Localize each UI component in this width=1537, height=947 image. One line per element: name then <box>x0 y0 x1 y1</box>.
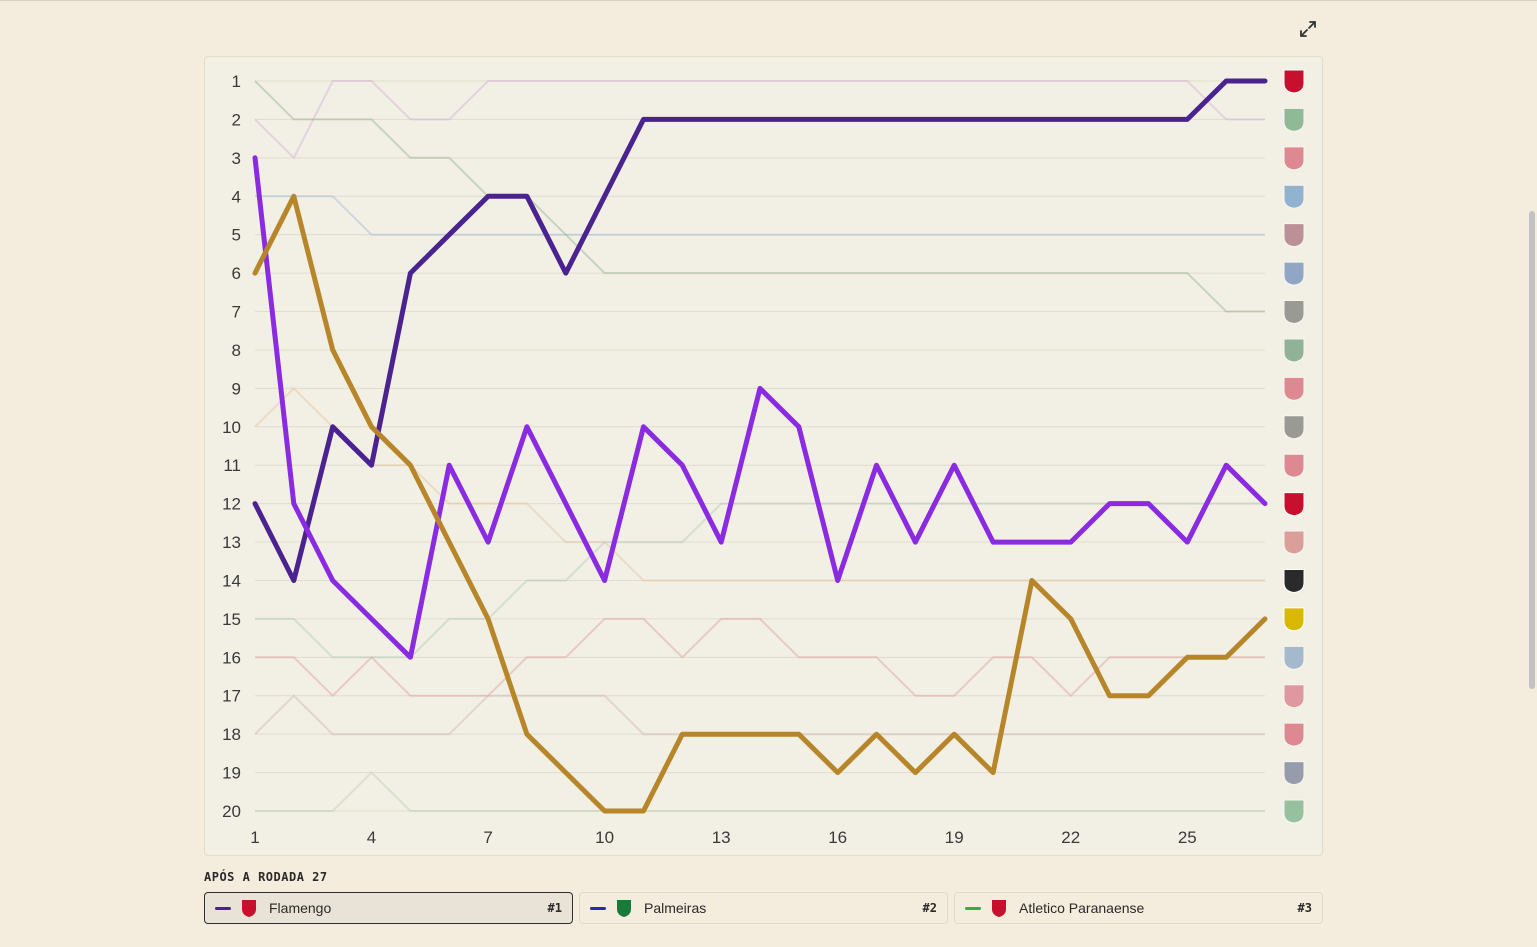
legend-team-name: Atletico Paranaense <box>1019 900 1145 916</box>
background-series-line <box>255 502 1265 659</box>
y-tick-label: 1 <box>232 72 241 91</box>
series-line-flamengo[interactable] <box>252 78 1268 583</box>
y-tick-label: 12 <box>222 495 241 514</box>
y-tick-label: 9 <box>232 379 241 398</box>
legend-team-name: Palmeiras <box>644 900 707 916</box>
flamengo-icon <box>1283 69 1305 94</box>
expand-icon[interactable] <box>1297 18 1319 40</box>
fluminense-icon <box>1283 223 1305 248</box>
sao-paulo-icon <box>1283 453 1305 478</box>
legend-item[interactable]: Atletico Paranaense #3 <box>954 892 1323 924</box>
background-series-line <box>254 80 1265 313</box>
santos-icon <box>1283 415 1305 440</box>
internacional-icon <box>1283 722 1305 747</box>
legend-swatch <box>965 906 981 910</box>
clube-icon <box>1283 684 1305 709</box>
y-tick-label: 4 <box>232 187 241 206</box>
y-tick-label: 14 <box>222 571 241 590</box>
y-tick-label: 3 <box>232 149 241 168</box>
legend-team-name: Flamengo <box>269 900 332 916</box>
background-series-line <box>254 694 1265 736</box>
chapecoense-icon <box>1283 799 1305 824</box>
mirassol-icon <box>1283 607 1305 632</box>
series-line-mirassol[interactable] <box>252 193 1268 814</box>
x-tick-label: 19 <box>945 828 964 847</box>
y-tick-label: 19 <box>222 764 241 783</box>
corinthians-icon <box>1283 530 1305 555</box>
y-tick-label: 11 <box>223 456 241 475</box>
y-tick-label: 8 <box>232 341 241 360</box>
gremio-icon <box>1283 645 1305 670</box>
remo-icon <box>1283 761 1305 786</box>
y-tick-label: 6 <box>232 264 241 283</box>
x-tick-label: 22 <box>1061 828 1080 847</box>
background-series-line <box>255 771 1265 812</box>
y-tick-label: 13 <box>222 533 241 552</box>
legend-swatch <box>215 906 231 910</box>
bragantino-icon <box>1283 376 1305 401</box>
y-tick-label: 2 <box>232 110 241 129</box>
legend-item[interactable]: Palmeiras #2 <box>579 892 948 924</box>
x-tick-label: 25 <box>1178 828 1197 847</box>
background-series-line <box>254 386 1265 582</box>
legend-team-position: #1 <box>547 901 562 915</box>
y-tick-label: 17 <box>222 687 241 706</box>
y-tick-label: 20 <box>222 802 241 821</box>
y-tick-label: 5 <box>232 226 241 245</box>
background-series-line <box>254 80 1265 160</box>
scrollbar-thumb[interactable] <box>1529 211 1535 689</box>
coritiba-icon <box>1283 338 1305 363</box>
x-tick-label: 1 <box>250 828 259 847</box>
y-tick-label: 7 <box>232 303 241 322</box>
series-line-vit-ria[interactable] <box>252 155 1268 660</box>
vitoria-icon <box>1283 492 1305 517</box>
x-tick-label: 10 <box>595 828 614 847</box>
y-tick-label: 16 <box>222 648 241 667</box>
flamengo-icon <box>242 900 256 917</box>
position-chart: 1 2 3 4 5 6 7 8 9 10 11 12 13 14 15 16 17 18 19 20 1 4 7 10 13 16… <box>204 56 1323 856</box>
palmeiras-icon <box>617 900 631 917</box>
x-tick-label: 4 <box>367 828 376 847</box>
legend-team-position: #3 <box>1297 901 1312 915</box>
atletico-mg-icon <box>1283 300 1305 325</box>
y-tick-label: 10 <box>222 418 241 437</box>
athletico-icon <box>1283 146 1305 171</box>
team-legend: Flamengo #1 Palmeiras #2 Atletico Paranaense… <box>204 892 1324 924</box>
legend-item[interactable]: Flamengo #1 <box>204 892 573 924</box>
bahia-icon <box>1283 184 1305 209</box>
palmeiras-icon <box>1283 107 1305 132</box>
botafogo-icon <box>1283 568 1305 593</box>
y-tick-label: 18 <box>222 725 241 744</box>
round-label: APÓS A RODADA 27 <box>204 870 328 884</box>
background-series-line <box>255 195 1265 236</box>
legend-swatch <box>590 906 606 910</box>
y-tick-label: 15 <box>222 610 241 629</box>
cruzeiro-icon <box>1283 261 1305 286</box>
x-tick-label: 16 <box>828 828 847 847</box>
x-tick-label: 13 <box>712 828 731 847</box>
x-tick-label: 7 <box>483 828 492 847</box>
athletico-icon <box>992 900 1006 917</box>
legend-team-position: #2 <box>922 901 937 915</box>
